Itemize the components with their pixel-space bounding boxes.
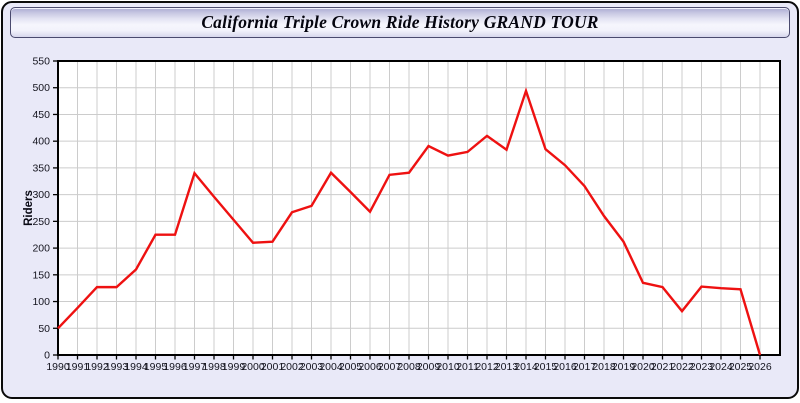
svg-text:2008: 2008 xyxy=(397,361,421,373)
svg-text:2014: 2014 xyxy=(514,361,538,373)
svg-text:150: 150 xyxy=(32,269,50,281)
svg-text:500: 500 xyxy=(32,82,50,94)
chart-title: California Triple Crown Ride History GRA… xyxy=(201,12,599,32)
svg-text:2026: 2026 xyxy=(748,361,772,373)
y-axis: 0 50 100 150 200 250 300 350 400 450 500 550 xyxy=(32,56,58,362)
svg-text:2000: 2000 xyxy=(241,361,265,373)
svg-text:1993: 1993 xyxy=(105,361,129,373)
svg-text:2020: 2020 xyxy=(631,361,655,373)
svg-text:200: 200 xyxy=(32,243,50,255)
svg-text:1991: 1991 xyxy=(66,361,90,373)
svg-text:1990: 1990 xyxy=(46,361,70,373)
plot-background xyxy=(58,61,780,355)
svg-text:2021: 2021 xyxy=(651,361,675,373)
svg-text:2002: 2002 xyxy=(280,361,304,373)
svg-text:2017: 2017 xyxy=(573,361,597,373)
svg-text:2004: 2004 xyxy=(319,361,343,373)
svg-text:2023: 2023 xyxy=(690,361,714,373)
grid-lines xyxy=(58,60,780,355)
svg-text:550: 550 xyxy=(32,56,50,68)
svg-text:2018: 2018 xyxy=(592,361,616,373)
svg-text:2007: 2007 xyxy=(378,361,402,373)
svg-text:2003: 2003 xyxy=(300,361,324,373)
svg-text:2013: 2013 xyxy=(495,361,519,373)
svg-text:2022: 2022 xyxy=(670,361,694,373)
svg-text:2019: 2019 xyxy=(612,361,636,373)
svg-text:450: 450 xyxy=(32,109,50,121)
svg-text:0: 0 xyxy=(44,350,50,362)
svg-text:2001: 2001 xyxy=(261,361,285,373)
svg-text:1994: 1994 xyxy=(124,361,148,373)
svg-text:2005: 2005 xyxy=(339,361,363,373)
svg-text:2016: 2016 xyxy=(553,361,577,373)
svg-text:400: 400 xyxy=(32,136,50,148)
svg-text:1997: 1997 xyxy=(183,361,207,373)
svg-text:1995: 1995 xyxy=(144,361,168,373)
data-line-riders xyxy=(57,87,762,356)
svg-text:2011: 2011 xyxy=(456,361,479,373)
svg-text:1996: 1996 xyxy=(163,361,187,373)
svg-text:2012: 2012 xyxy=(475,361,499,373)
chart-title-bar: California Triple Crown Ride History GRA… xyxy=(10,7,790,38)
svg-text:2025: 2025 xyxy=(729,361,753,373)
plot-border xyxy=(57,60,781,356)
svg-text:Riders: Riders xyxy=(23,190,35,226)
y-axis-title: Riders xyxy=(23,190,35,226)
svg-text:50: 50 xyxy=(38,323,50,335)
svg-text:1992: 1992 xyxy=(85,361,109,373)
svg-text:250: 250 xyxy=(32,216,50,228)
svg-text:2006: 2006 xyxy=(358,361,382,373)
svg-text:350: 350 xyxy=(32,162,50,174)
svg-text:300: 300 xyxy=(32,189,50,201)
x-axis: 1990199119921993199419951996199719981999… xyxy=(46,355,772,373)
svg-text:1998: 1998 xyxy=(202,361,226,373)
svg-text:2015: 2015 xyxy=(534,361,558,373)
svg-text:100: 100 xyxy=(32,296,50,308)
svg-text:2010: 2010 xyxy=(436,361,460,373)
svg-text:2024: 2024 xyxy=(709,361,733,373)
svg-text:1999: 1999 xyxy=(222,361,246,373)
svg-text:2009: 2009 xyxy=(417,361,441,373)
